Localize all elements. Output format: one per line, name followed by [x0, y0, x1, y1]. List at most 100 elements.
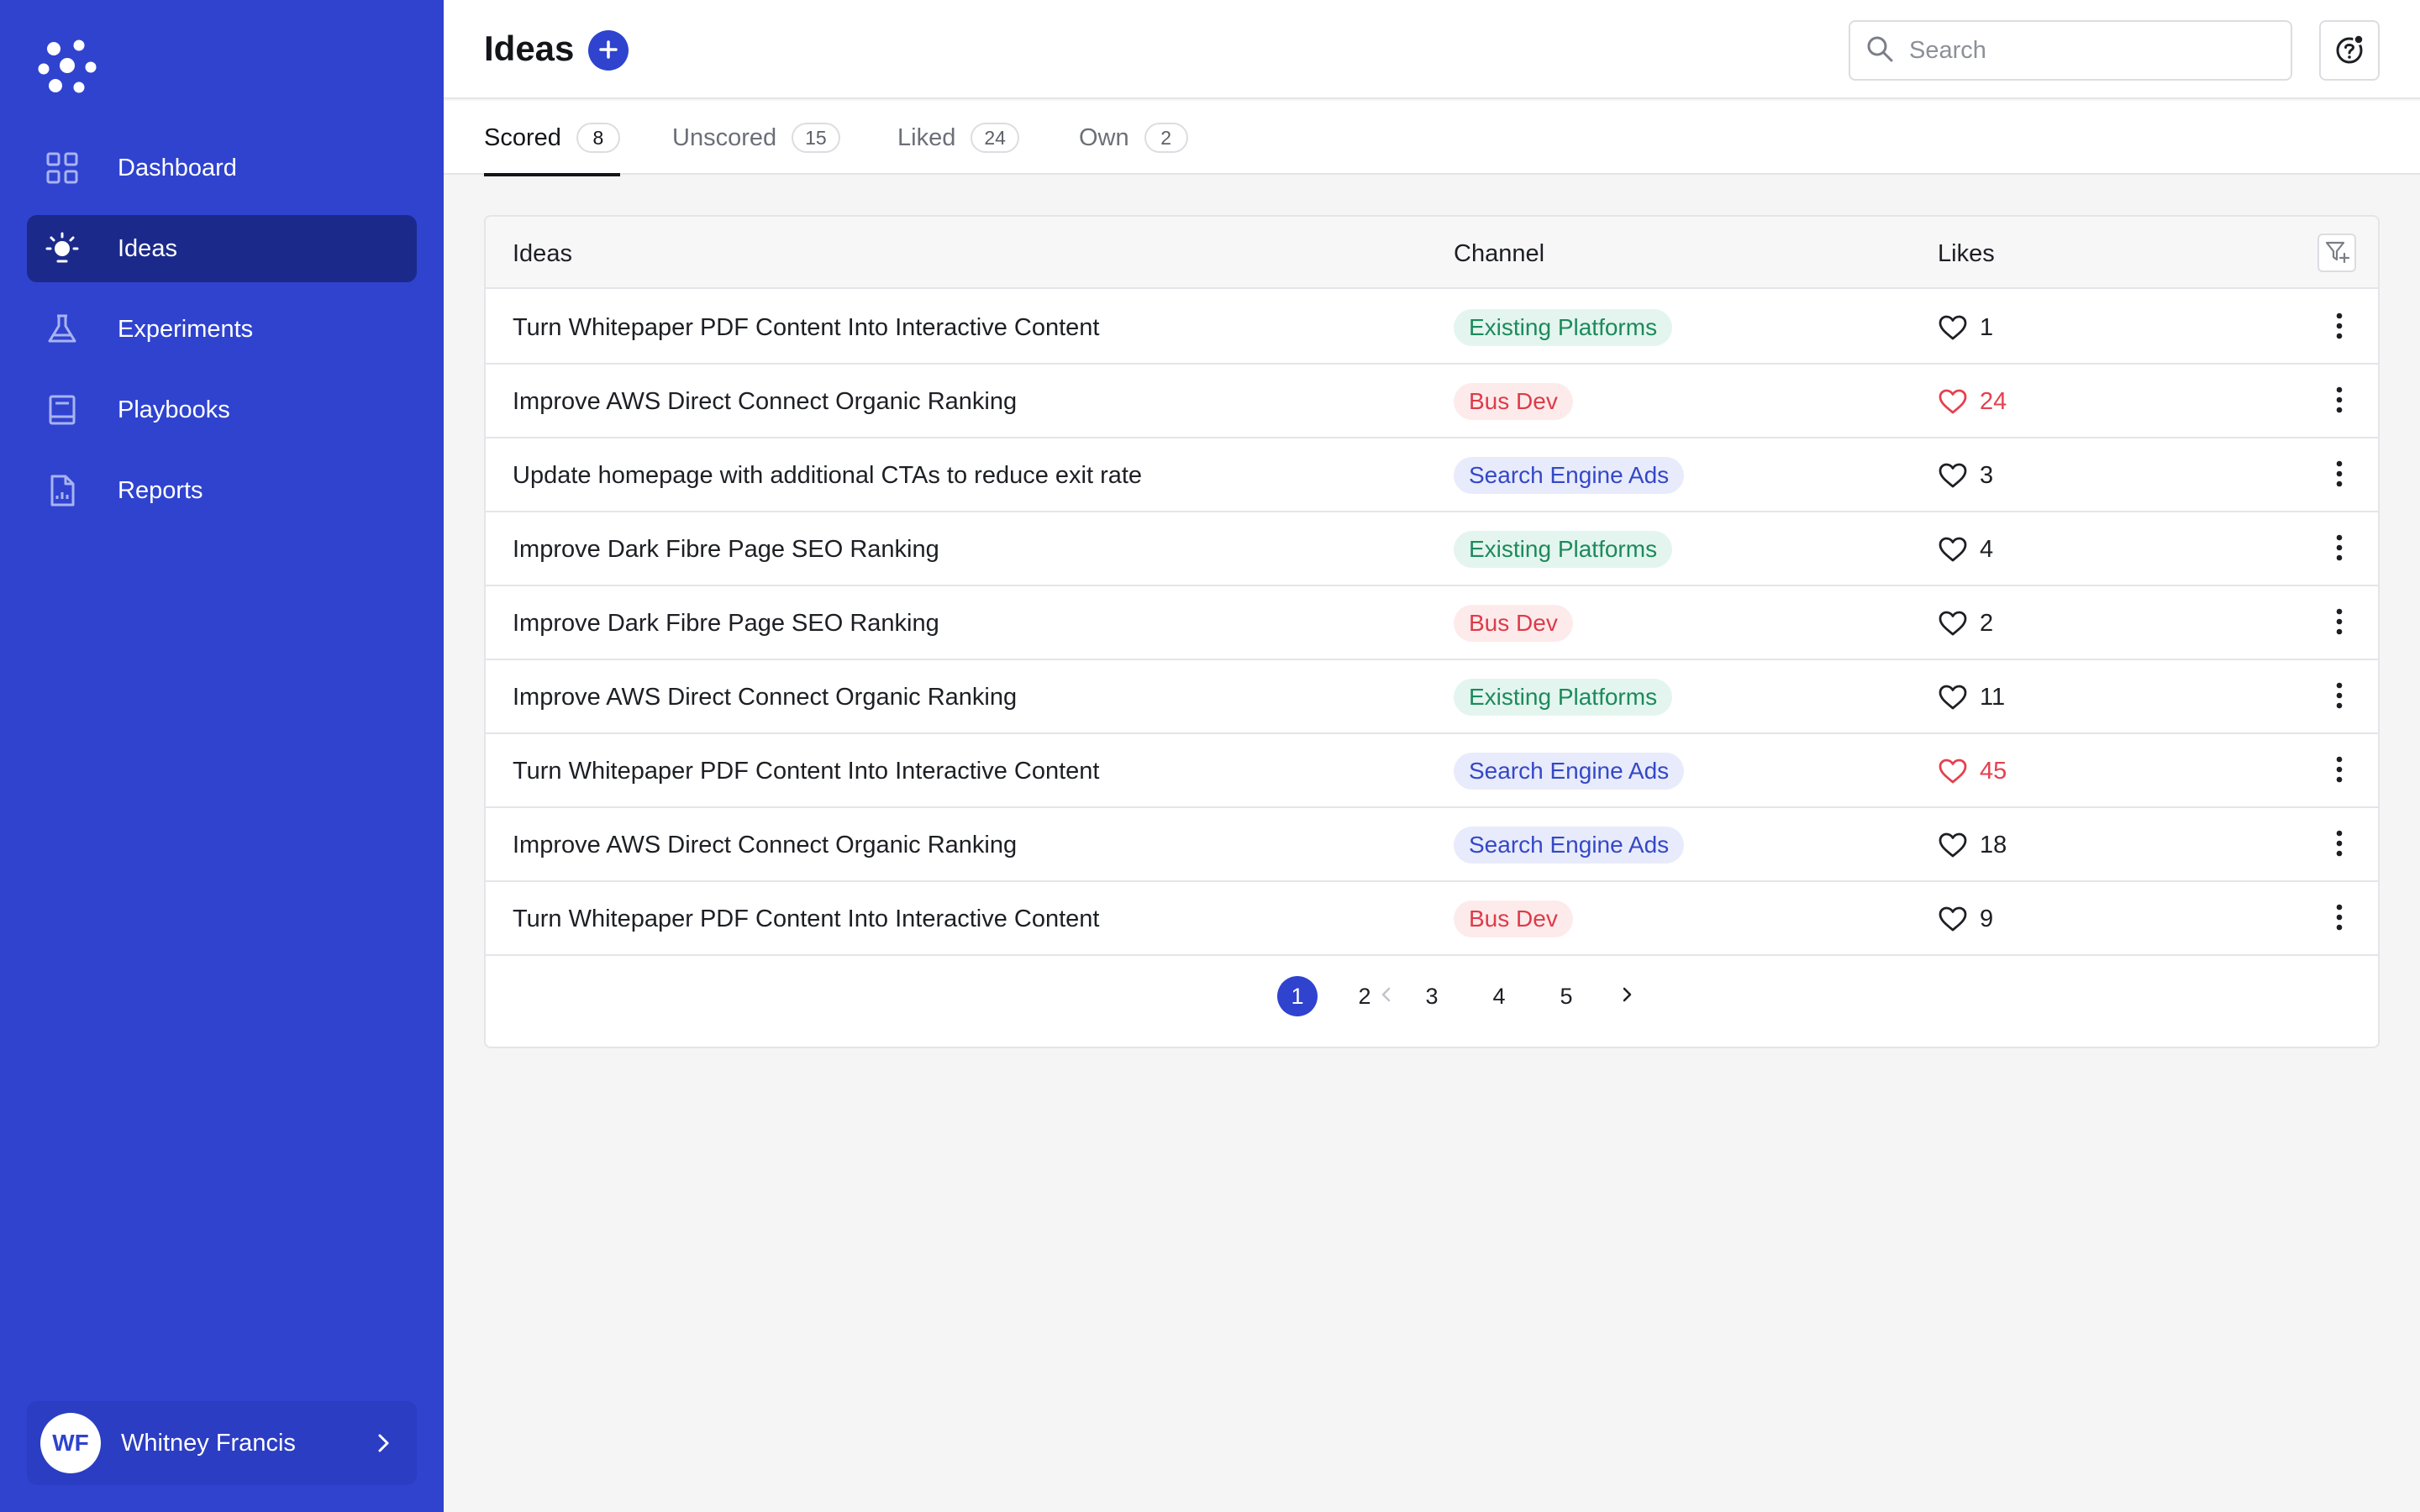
idea-title[interactable]: Update homepage with additional CTAs to … — [513, 462, 1143, 489]
idea-title[interactable]: Improve AWS Direct Connect Organic Ranki… — [513, 684, 1018, 711]
likes-cell[interactable]: 2 — [1938, 605, 1993, 642]
table-row[interactable]: Improve AWS Direct Connect Organic Ranki… — [486, 660, 2378, 734]
row-actions-button[interactable] — [2323, 603, 2356, 643]
next-page-button[interactable] — [1607, 976, 1647, 1016]
likes-cell[interactable]: 4 — [1938, 531, 1993, 568]
sidebar-item-label: Dashboard — [118, 154, 237, 181]
sidebar-item-experiments[interactable]: Experiments — [27, 296, 417, 363]
channel-badge: Existing Platforms — [1454, 679, 1673, 716]
idea-title[interactable]: Improve AWS Direct Connect Organic Ranki… — [513, 832, 1018, 858]
user-menu[interactable]: WF Whitney Francis — [27, 1401, 417, 1485]
previous-page-button[interactable] — [1366, 976, 1407, 1016]
idea-title[interactable]: Improve AWS Direct Connect Organic Ranki… — [513, 388, 1018, 415]
more-vertical-icon — [2335, 312, 2344, 344]
heart-icon[interactable] — [1938, 756, 1968, 786]
more-vertical-icon — [2335, 533, 2344, 566]
likes-cell[interactable]: 24 — [1938, 383, 2007, 420]
likes-count: 4 — [1980, 535, 1994, 563]
row-actions-button[interactable] — [2323, 899, 2356, 939]
lightbulb-icon — [44, 230, 81, 267]
heart-icon[interactable] — [1938, 608, 1968, 638]
page-button-2[interactable]: 2 — [1358, 983, 1371, 1009]
channel-badge: Search Engine Ads — [1454, 753, 1685, 790]
channel-badge: Existing Platforms — [1454, 309, 1673, 346]
filter-button[interactable] — [2317, 234, 2356, 272]
column-header-channel[interactable]: Channel — [1454, 240, 1545, 267]
tab-label: Scored — [484, 123, 561, 151]
heart-icon[interactable] — [1938, 830, 1968, 860]
avatar: WF — [40, 1413, 101, 1473]
idea-title[interactable]: Improve Dark Fibre Page SEO Ranking — [513, 610, 939, 637]
more-vertical-icon — [2335, 903, 2344, 936]
likes-cell[interactable]: 3 — [1938, 457, 1993, 494]
idea-title[interactable]: Improve Dark Fibre Page SEO Ranking — [513, 536, 939, 563]
more-vertical-icon — [2335, 386, 2344, 418]
row-actions-button[interactable] — [2323, 751, 2356, 791]
table-row[interactable]: Turn Whitepaper PDF Content Into Interac… — [486, 882, 2378, 956]
channel-badge: Search Engine Ads — [1454, 827, 1685, 864]
page-button-5[interactable]: 5 — [1560, 983, 1573, 1009]
tab-own[interactable]: Own 2 — [1079, 101, 1188, 175]
row-actions-button[interactable] — [2323, 381, 2356, 422]
chevron-right-icon — [1618, 985, 1636, 1008]
search-icon — [1865, 34, 1894, 67]
search-input[interactable] — [1909, 36, 2262, 65]
table-row[interactable]: Update homepage with additional CTAs to … — [486, 438, 2378, 512]
more-vertical-icon — [2335, 459, 2344, 492]
add-idea-button[interactable] — [588, 30, 629, 71]
tab-unscored[interactable]: Unscored 15 — [672, 101, 840, 175]
likes-count: 9 — [1980, 905, 1994, 932]
sidebar-nav: Dashboard Ideas Experiments — [27, 134, 417, 538]
sidebar-item-ideas[interactable]: Ideas — [27, 215, 417, 282]
table-row[interactable]: Improve Dark Fibre Page SEO Ranking Exist… — [486, 512, 2378, 586]
page-button-3[interactable]: 3 — [1425, 983, 1439, 1009]
likes-cell[interactable]: 9 — [1938, 900, 1993, 937]
likes-count: 3 — [1980, 461, 1994, 489]
column-header-likes[interactable]: Likes — [1938, 240, 1995, 267]
row-actions-button[interactable] — [2323, 307, 2356, 348]
row-actions-button[interactable] — [2323, 825, 2356, 865]
row-actions-button[interactable] — [2323, 529, 2356, 570]
table-row[interactable]: Turn Whitepaper PDF Content Into Interac… — [486, 291, 2378, 365]
brand-logo-icon[interactable] — [37, 37, 97, 97]
row-actions-button[interactable] — [2323, 677, 2356, 717]
heart-icon[interactable] — [1938, 386, 1968, 417]
table-row[interactable]: Improve AWS Direct Connect Organic Ranki… — [486, 808, 2378, 882]
column-header-ideas[interactable]: Ideas — [513, 240, 572, 267]
table-header: Ideas Channel Likes — [486, 217, 2378, 289]
likes-cell[interactable]: 1 — [1938, 309, 1993, 346]
idea-title[interactable]: Turn Whitepaper PDF Content Into Interac… — [513, 758, 1100, 785]
likes-cell[interactable]: 18 — [1938, 827, 2007, 864]
sidebar-item-label: Experiments — [118, 315, 254, 343]
heart-icon[interactable] — [1938, 904, 1968, 934]
chevron-left-icon — [1377, 985, 1396, 1008]
table-row[interactable]: Improve Dark Fibre Page SEO Ranking Bus D… — [486, 586, 2378, 660]
table-row[interactable]: Improve AWS Direct Connect Organic Ranki… — [486, 365, 2378, 438]
tab-label: Liked — [897, 123, 956, 151]
help-notification-icon — [2333, 33, 2366, 69]
heart-icon[interactable] — [1938, 682, 1968, 712]
likes-count: 1 — [1980, 313, 1994, 341]
likes-cell[interactable]: 11 — [1938, 679, 2005, 716]
idea-title[interactable]: Turn Whitepaper PDF Content Into Interac… — [513, 906, 1100, 932]
sidebar-item-dashboard[interactable]: Dashboard — [27, 134, 417, 202]
page-button-1[interactable]: 1 — [1277, 976, 1318, 1016]
sidebar-item-reports[interactable]: Reports — [27, 457, 417, 524]
heart-icon[interactable] — [1938, 312, 1968, 343]
tab-liked[interactable]: Liked 24 — [897, 101, 1019, 175]
plus-icon — [597, 39, 619, 63]
channel-badge: Bus Dev — [1454, 900, 1573, 937]
help-button[interactable] — [2319, 20, 2380, 81]
heart-icon[interactable] — [1938, 460, 1968, 491]
idea-title[interactable]: Turn Whitepaper PDF Content Into Interac… — [513, 314, 1100, 341]
heart-icon[interactable] — [1938, 534, 1968, 564]
page-button-4[interactable]: 4 — [1492, 983, 1506, 1009]
tab-scored[interactable]: Scored 8 — [484, 101, 620, 176]
user-name: Whitney Francis — [121, 1429, 296, 1457]
row-actions-button[interactable] — [2323, 455, 2356, 496]
likes-cell[interactable]: 45 — [1938, 753, 2007, 790]
channel-badge: Search Engine Ads — [1454, 457, 1685, 494]
sidebar-item-playbooks[interactable]: Playbooks — [27, 376, 417, 444]
more-vertical-icon — [2335, 829, 2344, 862]
table-row[interactable]: Turn Whitepaper PDF Content Into Interac… — [486, 734, 2378, 808]
